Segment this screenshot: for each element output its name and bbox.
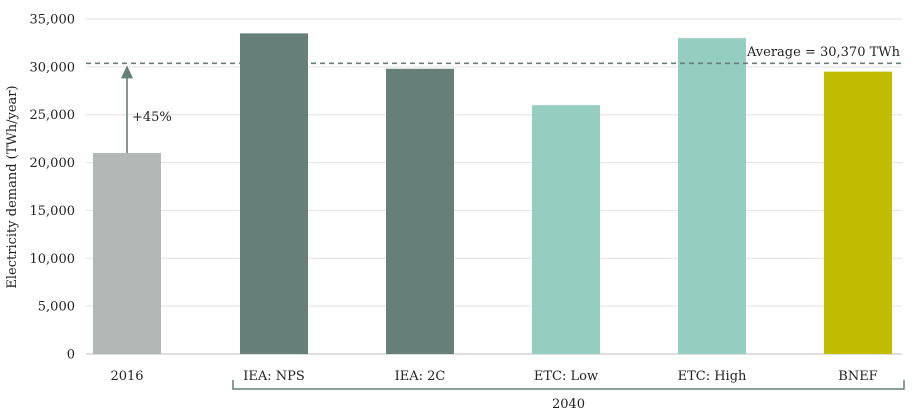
bar	[93, 153, 161, 354]
y-tick-label: 10,000	[30, 252, 76, 267]
bar	[824, 71, 892, 355]
gridlines	[86, 18, 902, 355]
bars	[93, 33, 892, 355]
average-reference: Average = 30,370 TWh	[86, 45, 902, 65]
category-label: ETC: High	[678, 369, 747, 384]
category-label: 2016	[110, 369, 143, 384]
group-label: 2040	[552, 397, 585, 412]
bar	[386, 68, 454, 355]
bar	[678, 38, 746, 355]
y-axis-ticks: 0 5,000 10,000 15,000 20,000 25,000 30,000 35,0…	[30, 13, 76, 363]
y-tick-label: 25,000	[30, 108, 76, 123]
y-tick-label: 0	[67, 348, 75, 363]
category-label: ETC: Low	[534, 369, 598, 384]
y-tick-label: 15,000	[30, 204, 76, 219]
category-label: BNEF	[838, 369, 877, 384]
y-axis-title: Electricity demand (TWh/year)	[5, 85, 20, 288]
growth-arrow-head	[121, 65, 133, 79]
x-axis-category-labels: 2016 IEA: NPS IEA: 2C ETC: Low ETC: High BNEF	[110, 369, 877, 384]
category-label: IEA: NPS	[243, 369, 305, 384]
category-label: IEA: 2C	[395, 369, 446, 384]
y-tick-label: 30,000	[30, 60, 76, 75]
y-tick-label: 35,000	[30, 13, 76, 28]
bar	[240, 33, 308, 354]
growth-annotation: +45%	[121, 65, 172, 153]
group-bracket: 2040	[232, 380, 905, 412]
y-tick-label: 20,000	[30, 156, 76, 171]
average-label: Average = 30,370 TWh	[746, 45, 901, 60]
bar	[532, 105, 600, 355]
group-bracket-line	[232, 380, 905, 390]
growth-label: +45%	[132, 110, 172, 125]
y-tick-label: 5,000	[38, 300, 75, 315]
